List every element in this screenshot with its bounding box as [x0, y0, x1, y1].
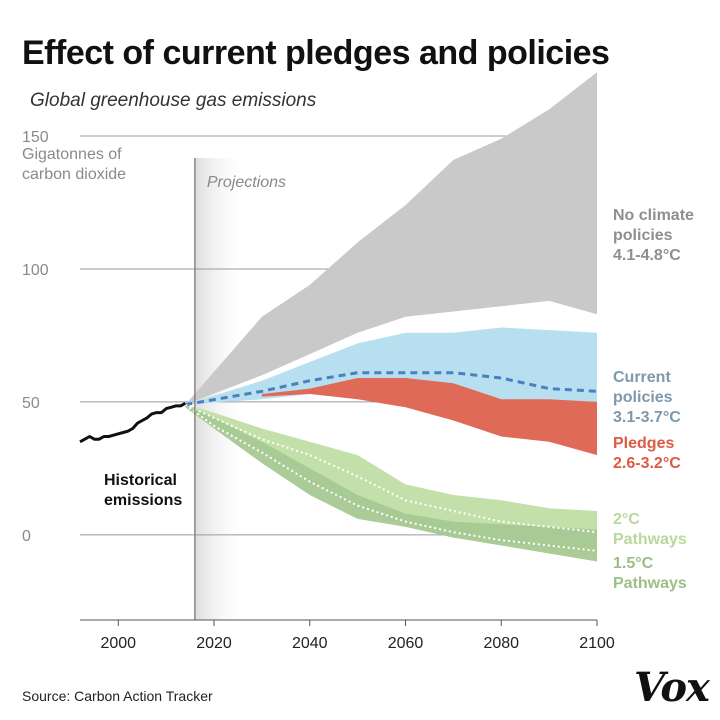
label-current-policies-1: policies: [613, 389, 673, 406]
label-no-climate-policies-2: 4.1-4.8°C: [613, 247, 681, 264]
x-tick-2060: 2060: [388, 635, 424, 652]
x-tick-2020: 2020: [196, 635, 232, 652]
x-tick-2000: 2000: [100, 635, 136, 652]
label-no-climate-policies-0: No climate: [613, 207, 694, 224]
band-pledges: [261, 378, 597, 456]
vox-logo: Vox: [634, 664, 710, 711]
1-5c-median-line: [184, 403, 598, 552]
x-tick-2040: 2040: [292, 635, 328, 652]
bands: [185, 72, 598, 562]
label-1-5c-pathways-1: Pathways: [613, 575, 687, 592]
historical-emissions-line: [79, 401, 187, 444]
source-note: Source: Carbon Action Tracker: [22, 688, 213, 704]
label-pledges-1: 2.6-3.2°C: [613, 455, 681, 472]
projections-label: Projections: [207, 174, 286, 191]
x-tick-2080: 2080: [483, 635, 519, 652]
band-current-policies: [185, 327, 598, 405]
lines: [79, 158, 598, 620]
band-no-climate-policies: [185, 72, 598, 405]
y-tick-0: 0: [22, 528, 31, 545]
label-current-policies-0: Current: [613, 369, 671, 386]
x-tick-2100: 2100: [579, 635, 615, 652]
chart-title: Effect of current pledges and policies: [22, 34, 610, 72]
current-policies-median-line: [185, 371, 598, 407]
y-tick-50: 50: [22, 395, 40, 412]
chart-subtitle: Global greenhouse gas emissions: [30, 90, 317, 111]
y-axis-label-1: carbon dioxide: [22, 166, 126, 183]
y-tick-150: 150: [22, 129, 49, 146]
label-pledges-0: Pledges: [613, 435, 674, 452]
label-historical-emissions-1: emissions: [104, 492, 182, 509]
band-2c-pathways: [185, 404, 598, 554]
label-1-5c-pathways-0: 1.5°C: [613, 555, 654, 572]
label-2c-pathways-1: Pathways: [613, 531, 687, 548]
y-tick-100: 100: [22, 262, 49, 279]
label-2c-pathways-0: 2°C: [613, 511, 640, 528]
labels: 150 100 50 0 2000 2020 2040 2060 2080 2100 Gigaton…: [22, 129, 694, 652]
label-current-policies-2: 3.1-3.7°C: [613, 409, 681, 426]
y-axis-label-0: Gigatonnes of: [22, 146, 122, 163]
label-no-climate-policies-1: policies: [613, 227, 673, 244]
band-1-5c-pathways: [185, 404, 598, 562]
label-historical-emissions-0: Historical: [104, 472, 177, 489]
